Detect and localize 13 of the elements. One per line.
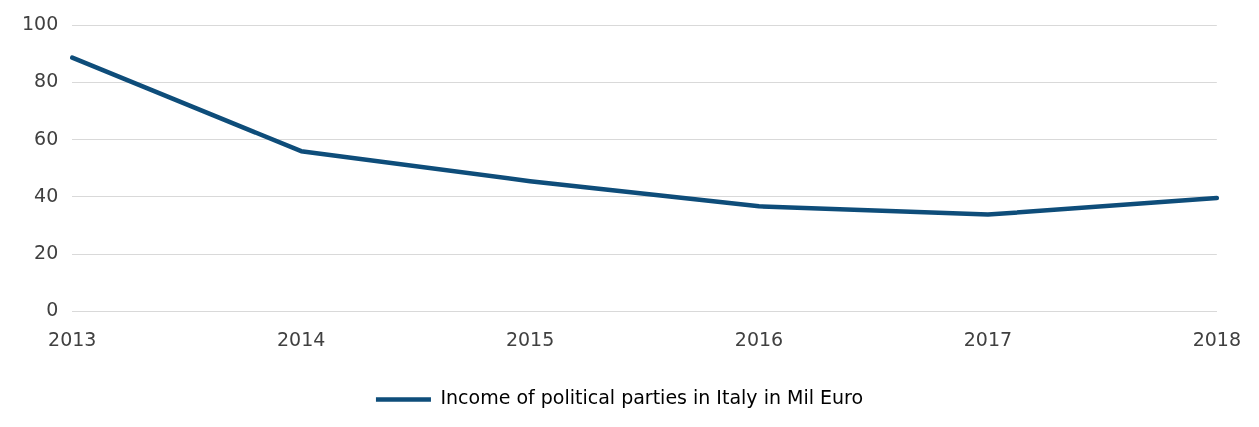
y-tick-label: 60 bbox=[34, 126, 59, 149]
y-tick-label: 0 bbox=[46, 298, 59, 321]
legend-label: Income of political parties in Italy in Mil Euro bbox=[440, 386, 864, 409]
y-tick-label: 40 bbox=[34, 183, 59, 206]
x-tick-label: 2015 bbox=[505, 327, 555, 350]
y-tick-label: 100 bbox=[22, 12, 59, 35]
y-tick-label: 80 bbox=[34, 69, 59, 92]
x-tick-label: 2016 bbox=[734, 327, 784, 350]
x-tick-label: 2013 bbox=[48, 327, 97, 350]
y-tick-label: 20 bbox=[34, 240, 59, 263]
x-tick-label: 2018 bbox=[1192, 327, 1241, 350]
x-tick-label: 2014 bbox=[277, 327, 326, 350]
x-tick-label: 2017 bbox=[963, 327, 1013, 350]
